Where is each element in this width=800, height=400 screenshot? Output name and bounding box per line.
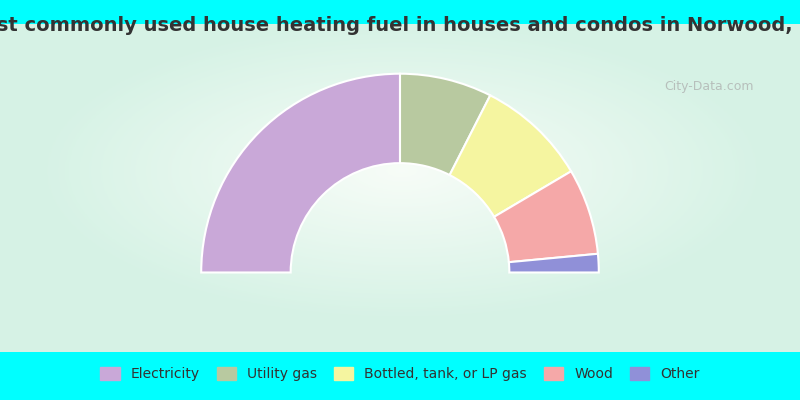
- Wedge shape: [450, 95, 571, 217]
- Text: City-Data.com: City-Data.com: [664, 80, 754, 93]
- Wedge shape: [400, 74, 490, 175]
- Wedge shape: [494, 171, 598, 262]
- Wedge shape: [202, 74, 400, 272]
- Wedge shape: [509, 254, 598, 272]
- Legend: Electricity, Utility gas, Bottled, tank, or LP gas, Wood, Other: Electricity, Utility gas, Bottled, tank,…: [94, 360, 706, 388]
- Text: Most commonly used house heating fuel in houses and condos in Norwood, MO: Most commonly used house heating fuel in…: [0, 16, 800, 35]
